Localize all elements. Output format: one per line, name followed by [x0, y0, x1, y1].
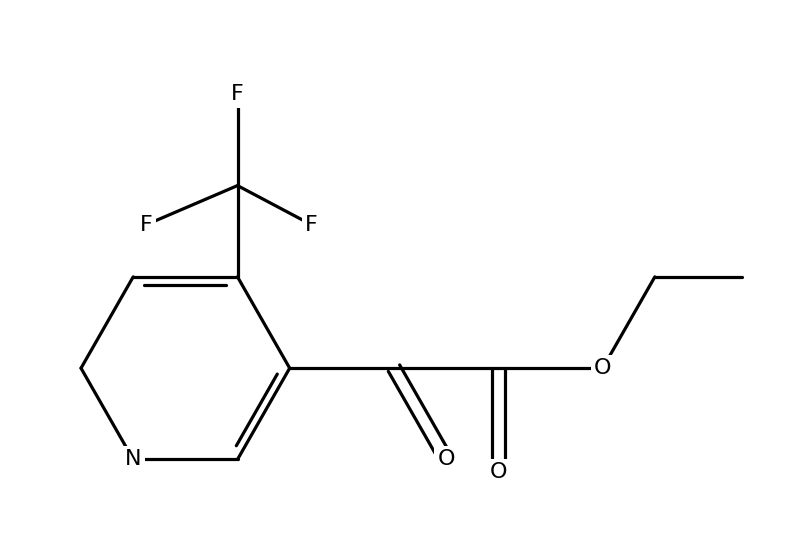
Text: O: O	[437, 449, 455, 469]
Text: O: O	[489, 463, 507, 482]
Text: F: F	[305, 215, 318, 235]
Text: F: F	[231, 84, 244, 104]
Text: N: N	[125, 449, 141, 469]
Text: F: F	[139, 215, 153, 235]
Text: O: O	[594, 358, 611, 378]
